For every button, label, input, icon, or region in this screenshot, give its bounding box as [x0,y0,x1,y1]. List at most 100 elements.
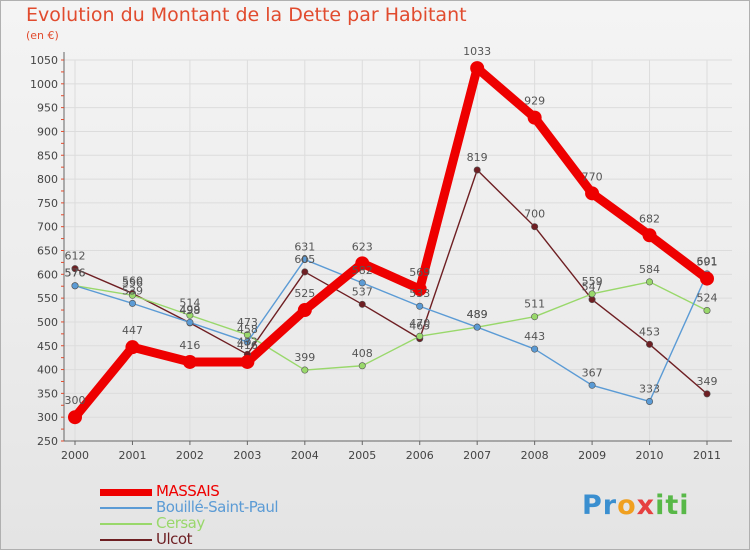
data-point [128,291,136,299]
data-label: 458 [237,323,258,336]
data-label: 408 [352,347,373,360]
data-label: 416 [179,339,200,352]
legend-label: Bouillé-Saint-Paul [156,498,279,516]
data-label: 601 [697,255,718,268]
data-label: 556 [122,276,143,289]
data-point [585,186,600,201]
data-label: 819 [467,151,488,164]
legend-swatch [100,507,152,509]
legend-swatch [100,523,152,525]
y-tick-label: 1050 [30,54,58,67]
data-point [301,268,309,276]
data-point [128,299,136,307]
y-tick-label: 850 [37,149,58,162]
x-tick-label: 2003 [233,449,261,462]
data-label: 576 [65,267,86,280]
y-tick-label: 550 [37,292,58,305]
data-point [531,223,539,231]
data-point [531,313,539,321]
data-label: 682 [639,212,660,225]
data-point [470,61,485,76]
data-label: 605 [294,253,315,266]
data-label: 576 [65,267,86,280]
data-label: 584 [639,263,660,276]
data-label: 547 [582,281,603,294]
data-point [186,311,194,319]
data-label: 612 [65,250,86,263]
data-label: 929 [524,95,545,108]
data-label: 498 [179,304,200,317]
y-tick-label: 750 [37,197,58,210]
x-tick-label: 2002 [176,449,204,462]
x-tick-label: 2009 [578,449,606,462]
y-tick-label: 1000 [30,78,58,91]
data-label: 349 [697,375,718,388]
y-tick-label: 350 [37,387,58,400]
data-label: 524 [697,292,718,305]
y-tick-label: 300 [37,411,58,424]
legend-item-cersay: Cersay [100,514,360,532]
y-tick-label: 950 [37,102,58,115]
data-point [700,271,714,286]
y-tick-label: 700 [37,221,58,234]
data-point [588,290,596,298]
y-tick-label: 800 [37,173,58,186]
data-label: 631 [294,241,315,254]
data-label: 367 [582,366,603,379]
series-line [74,169,708,395]
data-point [358,300,366,308]
data-point [473,166,481,174]
y-tick-label: 900 [37,125,58,138]
data-point [182,354,197,369]
legend-item-massais: MASSAIS [100,482,360,500]
data-point [355,256,370,271]
data-label: 443 [524,330,545,343]
data-label: 300 [65,394,86,407]
data-label: 489 [467,308,488,321]
legend-label: Ulcot [156,530,192,548]
x-tick-label: 2004 [291,449,319,462]
data-label: 539 [122,284,143,297]
x-tick-label: 2001 [118,449,146,462]
y-tick-label: 250 [37,435,58,448]
data-point [527,110,542,125]
data-point [646,397,654,405]
data-point [71,282,79,290]
data-point [358,279,366,287]
x-tick-label: 2000 [61,449,89,462]
data-point [68,410,82,425]
data-label: 514 [179,296,200,309]
data-label: 432 [237,335,258,348]
x-tick-label: 2008 [521,449,549,462]
data-label: 533 [409,287,430,300]
data-label: 560 [122,274,143,287]
legend-label: MASSAIS [156,482,220,500]
y-unit-label: (en €) [26,29,59,42]
data-label: 525 [294,287,315,300]
data-label: 559 [582,275,603,288]
data-label: 582 [352,264,373,277]
chart-title: Evolution du Montant de la Dette par Hab… [26,4,467,26]
x-tick-label: 2011 [693,449,721,462]
series-line [74,258,708,403]
data-point [243,338,251,346]
data-label: 333 [639,382,660,395]
data-label: 623 [352,240,373,253]
data-point [703,390,711,398]
data-point [301,256,309,264]
data-point [642,228,657,243]
data-label: 399 [294,351,315,364]
data-point [125,340,140,355]
data-label: 416 [237,339,258,352]
y-tick-label: 650 [37,245,58,258]
legend-swatch [100,539,152,541]
legend-swatch [100,489,152,496]
data-label: 447 [122,324,143,337]
data-label: 453 [639,325,660,338]
series-line [70,63,712,422]
data-label: 591 [697,256,718,269]
data-point [412,282,427,297]
data-point [646,340,654,348]
data-point [297,303,312,318]
